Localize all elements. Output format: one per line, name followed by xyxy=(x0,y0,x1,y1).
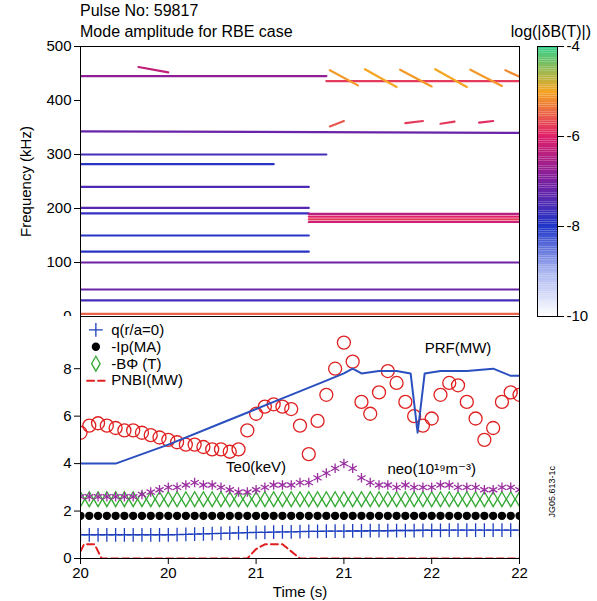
svg-text:21: 21 xyxy=(248,564,265,581)
svg-text:-6: -6 xyxy=(567,127,580,144)
svg-text:Time (s): Time (s) xyxy=(273,583,327,600)
svg-text:-BΦ (T): -BΦ (T) xyxy=(111,354,161,371)
svg-text:-8: -8 xyxy=(567,217,580,234)
svg-text:Frequency (kHz): Frequency (kHz) xyxy=(17,126,34,237)
svg-text:8: 8 xyxy=(63,359,71,376)
html-text:Pulse No: 59817: Pulse No: 59817 xyxy=(80,2,199,19)
svg-text:400: 400 xyxy=(46,91,71,108)
svg-text:PRF(MW): PRF(MW) xyxy=(425,339,492,356)
html-text:Mode amplitude for RBE case: Mode amplitude for RBE case xyxy=(80,23,293,40)
svg-text:0: 0 xyxy=(63,549,71,566)
svg-text:6: 6 xyxy=(63,407,71,424)
svg-text:22: 22 xyxy=(511,564,528,581)
svg-text:-Ip(MA): -Ip(MA) xyxy=(111,338,161,355)
svg-text:neo(10¹⁹m⁻³): neo(10¹⁹m⁻³) xyxy=(387,460,476,477)
html-text:JG05.613-1c: JG05.613-1c xyxy=(547,466,557,518)
svg-text:Te0(keV): Te0(keV) xyxy=(226,458,286,475)
svg-text:4: 4 xyxy=(63,454,71,471)
svg-text:200: 200 xyxy=(46,199,71,216)
svg-text:20: 20 xyxy=(160,564,177,581)
svg-text:500: 500 xyxy=(46,37,71,54)
svg-text:-4: -4 xyxy=(567,37,580,54)
svg-text:2: 2 xyxy=(63,502,71,519)
svg-text:-10: -10 xyxy=(567,307,589,324)
svg-text:300: 300 xyxy=(46,145,71,162)
svg-text:PNBI(MW): PNBI(MW) xyxy=(111,371,183,388)
html-text:log(|δB(T)|): log(|δB(T)|) xyxy=(510,23,591,40)
svg-text:22: 22 xyxy=(423,564,440,581)
svg-text:100: 100 xyxy=(46,253,71,270)
svg-text:21: 21 xyxy=(336,564,353,581)
svg-text:q(r/a=0): q(r/a=0) xyxy=(111,321,164,338)
svg-text:20: 20 xyxy=(72,564,89,581)
